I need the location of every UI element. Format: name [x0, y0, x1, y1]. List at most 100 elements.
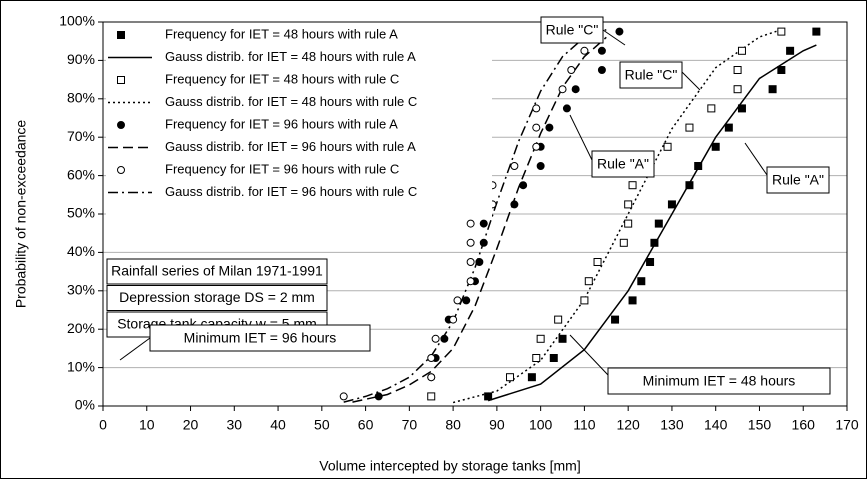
marker [466, 258, 475, 266]
legend-marker [117, 166, 125, 174]
marker [628, 181, 637, 190]
marker [462, 296, 471, 305]
x-tick-label: 160 [792, 417, 816, 433]
marker [558, 334, 567, 343]
marker [558, 85, 567, 94]
marker [427, 354, 436, 362]
marker [580, 296, 589, 305]
x-tick-label: 30 [227, 417, 243, 433]
marker [786, 46, 795, 55]
marker [339, 392, 348, 401]
marker [374, 392, 383, 401]
marker [479, 238, 488, 247]
annotation: Minimum IET = 48 hours [643, 373, 796, 389]
annotation-arrow [569, 334, 609, 376]
plot-border [102, 21, 848, 407]
marker [466, 219, 475, 228]
legend-marker [117, 121, 125, 129]
legend-label: Frequency for IET = 96 hours with rule C [165, 161, 399, 176]
y-tick-label: 100% [59, 13, 95, 29]
y-tick-label: 0% [75, 397, 95, 413]
marker [628, 296, 637, 305]
x-tick-label: 50 [314, 417, 330, 433]
legend-box [106, 25, 492, 217]
annotation: Rule "C" [625, 67, 678, 83]
x-axis-title: Volume intercepted by storage tanks [mm] [319, 458, 580, 474]
marker [667, 200, 676, 209]
y-axis-title: Probability of non-exceedance [13, 120, 29, 309]
marker [427, 392, 436, 401]
y-tick-label: 60% [67, 166, 95, 182]
marker [506, 373, 515, 382]
legend-label: Gauss distrib. for IET = 96 hours with r… [165, 139, 416, 154]
annotation-arrow [744, 142, 768, 176]
marker [466, 238, 475, 247]
marker [532, 123, 541, 132]
x-tick-label: 130 [660, 417, 684, 433]
annotation-box [540, 16, 604, 44]
y-tick-label: 90% [67, 51, 95, 67]
marker [554, 315, 563, 324]
marker [619, 238, 628, 247]
y-tick-label: 80% [67, 90, 95, 106]
marker [685, 123, 694, 132]
marker [532, 142, 541, 151]
x-tick-label: 60 [358, 417, 374, 433]
marker [654, 219, 663, 228]
x-tick-label: 90 [489, 417, 505, 433]
marker [567, 66, 576, 74]
annotation-box [766, 166, 830, 194]
marker [519, 181, 528, 190]
x-tick-label: 40 [270, 417, 286, 433]
marker [777, 66, 786, 74]
marker [694, 162, 703, 170]
marker [663, 142, 672, 151]
info-text: Rainfall series of Milan 1971-1991 [111, 263, 323, 279]
y-tick-label: 70% [67, 128, 95, 144]
marker [549, 354, 558, 362]
marker [475, 258, 484, 266]
marker [646, 258, 655, 266]
annotation-box [607, 367, 831, 395]
y-tick-label: 50% [67, 205, 95, 221]
marker [479, 219, 488, 228]
marker [536, 162, 545, 170]
y-tick-label: 30% [67, 282, 95, 298]
legend-label: Gauss distrib. for IET = 96 hours with r… [165, 184, 417, 199]
marker [571, 85, 580, 94]
x-tick-label: 0 [99, 417, 107, 433]
x-tick-label: 70 [402, 417, 418, 433]
marker [484, 392, 493, 401]
y-tick-label: 20% [67, 320, 95, 336]
marker [624, 200, 633, 209]
marker [440, 334, 449, 343]
x-tick-label: 140 [704, 417, 728, 433]
annotation-arrow [119, 337, 151, 361]
legend-label: Frequency for IET = 96 hours with rule A [165, 116, 398, 131]
annotation: Rule "C" [546, 22, 599, 38]
legend-marker [117, 76, 125, 84]
annotation: Rule "A" [772, 172, 824, 188]
marker [510, 162, 519, 170]
annotation-box [591, 150, 655, 178]
legend-label: Frequency for IET = 48 hours with rule C [165, 71, 399, 86]
annotation: Minimum IET = 96 hours [184, 330, 337, 346]
x-tick-label: 150 [748, 417, 772, 433]
marker [597, 66, 606, 74]
info-box [106, 258, 328, 285]
marker [711, 142, 720, 151]
marker [685, 181, 694, 190]
legend-label: Frequency for IET = 48 hours with rule A [165, 26, 398, 41]
marker [768, 85, 777, 94]
marker [650, 238, 659, 247]
marker [733, 66, 742, 74]
marker [536, 334, 545, 343]
info-text: Depression storage DS = 2 mm [119, 289, 315, 305]
x-tick-label: 100 [529, 417, 553, 433]
marker [580, 46, 589, 55]
legend-marker [117, 31, 125, 39]
y-tick-label: 10% [67, 358, 95, 374]
marker [431, 334, 440, 343]
marker [510, 200, 519, 209]
